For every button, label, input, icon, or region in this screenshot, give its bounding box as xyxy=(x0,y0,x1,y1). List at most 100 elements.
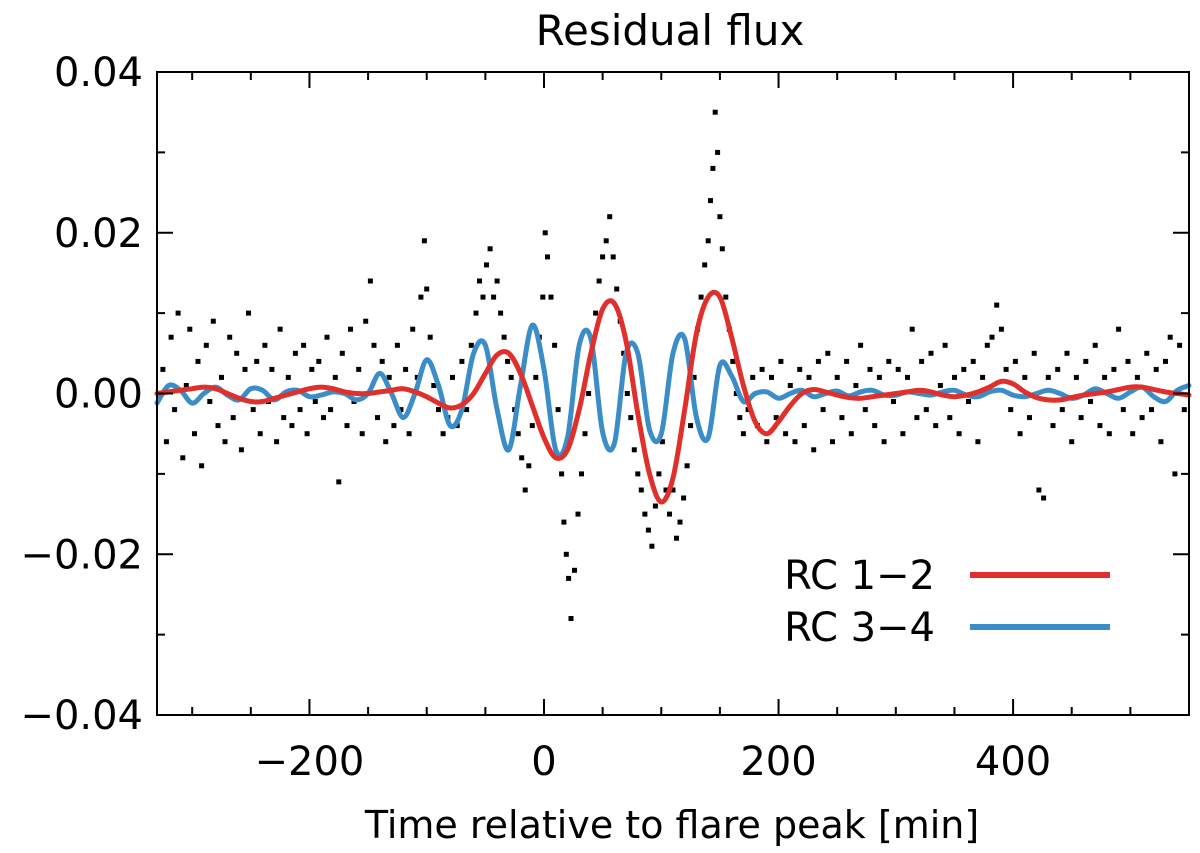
scatter-point-218 xyxy=(1017,431,1023,437)
scatter-point-86 xyxy=(498,310,504,316)
scatter-point-159 xyxy=(740,431,746,437)
scatter-point-4 xyxy=(175,310,181,316)
scatter-point-113 xyxy=(586,391,592,396)
scatter-point-85 xyxy=(494,278,500,284)
scatter-point-99 xyxy=(542,230,548,236)
scatter-point-232 xyxy=(1083,358,1089,364)
scatter-point-112 xyxy=(582,431,588,437)
scatter-point-145 xyxy=(698,294,704,300)
scatter-point-146 xyxy=(702,262,708,268)
scatter-point-118 xyxy=(603,238,609,244)
scatter-point-5 xyxy=(180,455,186,461)
scatter-point-74 xyxy=(450,374,455,380)
scatter-point-79 xyxy=(473,310,479,316)
scatter-point-234 xyxy=(1092,342,1098,348)
scatter-point-245 xyxy=(1144,350,1150,356)
scatter-point-214 xyxy=(998,326,1004,332)
scatter-point-88 xyxy=(505,358,511,364)
scatter-point-0 xyxy=(160,366,166,372)
scatter-point-226 xyxy=(1055,366,1061,372)
scatter-point-152 xyxy=(717,214,723,220)
scatter-point-183 xyxy=(853,383,859,388)
scatter-point-8 xyxy=(192,431,197,437)
scatter-point-18 xyxy=(230,415,236,421)
scatter-point-191 xyxy=(891,399,896,404)
scatter-point-60 xyxy=(394,342,400,348)
x-tick-label: 200 xyxy=(740,739,816,785)
scatter-point-2 xyxy=(168,334,174,340)
scatter-point-187 xyxy=(872,423,878,429)
scatter-point-120 xyxy=(610,254,616,260)
x-tick-label: 400 xyxy=(975,739,1051,785)
scatter-point-136 xyxy=(667,511,672,517)
scatter-point-71 xyxy=(436,407,441,413)
scatter-point-253 xyxy=(1181,407,1187,413)
scatter-point-126 xyxy=(631,447,637,453)
scatter-points xyxy=(160,109,1187,621)
scatter-point-169 xyxy=(787,383,793,388)
y-tick-label: 0.04 xyxy=(54,50,143,96)
scatter-point-78 xyxy=(468,342,474,348)
scatter-point-63 xyxy=(406,431,412,437)
scatter-point-140 xyxy=(681,495,687,501)
scatter-point-228 xyxy=(1064,350,1070,356)
scatter-point-102 xyxy=(552,342,558,348)
scatter-point-222 xyxy=(1036,487,1042,493)
scatter-point-238 xyxy=(1111,366,1117,372)
y-tick-label: 0.00 xyxy=(54,372,143,418)
scatter-point-179 xyxy=(834,374,840,380)
scatter-point-237 xyxy=(1106,431,1112,437)
scatter-point-11 xyxy=(203,342,209,348)
scatter-point-250 xyxy=(1167,334,1173,340)
y-tick-label: −0.04 xyxy=(20,693,143,739)
scatter-point-246 xyxy=(1149,407,1154,413)
scatter-point-202 xyxy=(942,342,948,348)
scatter-point-158 xyxy=(737,415,743,421)
scatter-point-40 xyxy=(316,358,322,364)
scatter-point-221 xyxy=(1031,350,1037,356)
scatter-point-80 xyxy=(477,278,482,284)
scatter-point-67 xyxy=(421,238,427,244)
scatter-point-48 xyxy=(348,326,353,332)
scatter-point-131 xyxy=(649,543,655,549)
scatter-point-141 xyxy=(684,463,690,469)
scatter-point-100 xyxy=(545,254,550,260)
scatter-point-249 xyxy=(1163,358,1168,364)
scatter-point-198 xyxy=(923,407,929,413)
scatter-point-66 xyxy=(418,294,424,300)
scatter-point-62 xyxy=(403,366,409,372)
scatter-point-55 xyxy=(375,415,380,421)
scatter-point-167 xyxy=(778,358,784,364)
scatter-point-84 xyxy=(491,294,497,300)
scatter-point-194 xyxy=(905,374,910,380)
scatter-point-110 xyxy=(575,511,581,517)
scatter-point-206 xyxy=(961,366,967,372)
scatter-point-56 xyxy=(379,358,385,364)
scatter-point-130 xyxy=(645,527,651,533)
scatter-point-168 xyxy=(783,431,789,437)
scatter-point-190 xyxy=(886,358,892,364)
scatter-point-53 xyxy=(367,278,373,284)
scatter-point-3 xyxy=(172,407,178,413)
scatter-point-103 xyxy=(555,407,561,413)
scatter-point-50 xyxy=(356,366,362,372)
scatter-point-68 xyxy=(424,286,430,292)
scatter-point-96 xyxy=(533,374,539,380)
scatter-point-25 xyxy=(257,431,263,437)
scatter-point-91 xyxy=(515,431,521,437)
scatter-point-58 xyxy=(386,374,392,380)
scatter-point-199 xyxy=(928,350,934,356)
x-tick-label: 0 xyxy=(531,739,556,785)
scatter-point-94 xyxy=(526,463,532,469)
scatter-point-15 xyxy=(219,374,224,380)
y-tick-label: −0.02 xyxy=(20,532,143,578)
scatter-point-45 xyxy=(336,479,342,485)
scatter-point-248 xyxy=(1158,439,1164,445)
scatter-point-227 xyxy=(1059,407,1065,413)
scatter-point-233 xyxy=(1088,399,1093,404)
scatter-point-182 xyxy=(848,431,854,437)
scatter-point-28 xyxy=(269,366,275,372)
scatter-point-20 xyxy=(238,447,244,453)
scatter-point-87 xyxy=(501,334,507,340)
